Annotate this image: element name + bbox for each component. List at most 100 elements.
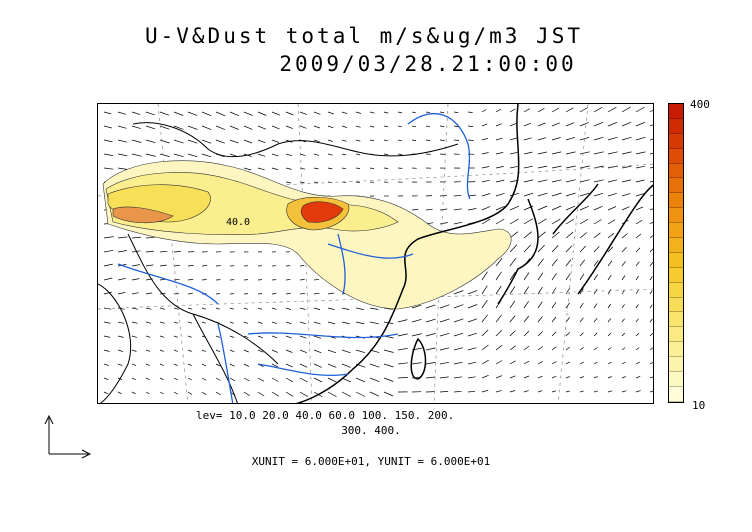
wind-vector <box>397 153 403 155</box>
wind-vector <box>201 391 207 395</box>
wind-vector <box>383 167 389 169</box>
wind-vector <box>495 137 503 141</box>
wind-vector <box>523 286 529 295</box>
wind-vector <box>635 165 646 169</box>
wind-vector <box>635 290 639 295</box>
wind-vector <box>173 335 179 338</box>
wind-vector <box>257 335 263 339</box>
wind-vector <box>481 206 491 211</box>
wind-vector <box>593 192 604 197</box>
wind-vector <box>523 375 530 379</box>
wind-vector <box>593 136 604 141</box>
wind-vector <box>565 361 571 365</box>
colorbar-step <box>669 148 683 164</box>
wind-vector <box>593 106 603 113</box>
wind-vector <box>201 139 212 144</box>
wind-vector <box>649 304 653 309</box>
wind-vector <box>467 208 477 211</box>
wind-vector <box>159 335 165 338</box>
wind-vector <box>299 111 308 115</box>
wind-vector <box>467 290 478 295</box>
wind-vector <box>257 391 265 397</box>
wind-vector <box>397 333 408 337</box>
wind-vector <box>593 151 604 155</box>
wind-vector <box>187 391 193 395</box>
wind-vector <box>103 153 114 156</box>
wind-vector <box>327 139 334 142</box>
wind-vector <box>229 321 235 324</box>
wind-vector <box>369 125 375 128</box>
wind-vector <box>579 151 590 155</box>
wind-vector <box>425 139 431 141</box>
wind-vector <box>187 139 198 144</box>
colorbar-step <box>669 297 683 313</box>
wind-vector <box>369 307 379 310</box>
wind-vector <box>537 244 545 253</box>
wind-vector <box>495 192 505 197</box>
wind-vector <box>341 167 347 170</box>
wind-vector <box>509 192 520 197</box>
wind-vector <box>173 292 180 295</box>
wind-vector <box>579 205 589 211</box>
wind-vector <box>579 376 584 379</box>
wind-vector <box>607 106 617 113</box>
wind-vector <box>131 153 142 157</box>
wind-vector <box>607 121 618 127</box>
wind-vector <box>565 165 576 169</box>
wind-vector <box>313 321 321 325</box>
wind-vector <box>145 335 151 338</box>
wind-vector <box>131 125 141 129</box>
wind-vector <box>635 275 639 281</box>
wind-vector <box>187 153 198 158</box>
wind-vector <box>215 307 220 310</box>
wind-vector <box>635 121 646 127</box>
wind-vector <box>593 232 601 239</box>
wind-vector <box>495 166 504 169</box>
wind-vector <box>523 301 529 309</box>
wind-vector <box>607 192 617 197</box>
wind-vector <box>481 285 488 295</box>
wind-vector <box>607 151 618 155</box>
wind-vector <box>229 139 239 144</box>
wind-vector <box>243 307 249 310</box>
wind-vector <box>439 361 450 365</box>
wind-vector <box>173 278 180 281</box>
wind-vector <box>187 293 193 295</box>
wind-vector <box>257 167 265 171</box>
wind-vector <box>551 375 557 379</box>
wind-vector <box>565 376 571 379</box>
wind-vector <box>327 307 335 310</box>
wind-vector <box>579 259 585 267</box>
colorbar-step <box>669 327 683 343</box>
wind-vector <box>257 125 267 130</box>
wind-vector <box>425 376 436 379</box>
wind-vector <box>579 332 584 337</box>
wind-vector <box>509 165 519 169</box>
colorbar-step <box>669 163 683 179</box>
wind-vector <box>551 331 557 337</box>
wind-vector <box>243 363 250 367</box>
wind-vector <box>117 277 126 281</box>
wind-vector <box>565 218 575 225</box>
wind-vector <box>243 349 249 353</box>
wind-vector <box>145 349 151 352</box>
wind-vector <box>453 376 463 379</box>
contour-label: 40.0 <box>226 217 250 228</box>
wind-vector <box>285 335 292 339</box>
wind-vector <box>509 345 516 351</box>
wind-vector <box>145 292 153 295</box>
wind-vector <box>621 275 626 281</box>
wind-vector <box>243 125 253 130</box>
wind-vector <box>509 244 518 253</box>
wind-vector <box>257 153 266 157</box>
wind-vector <box>593 274 598 281</box>
wind-vector <box>621 376 627 379</box>
wind-vector <box>621 289 625 295</box>
wind-vector <box>313 349 322 354</box>
wind-vector <box>565 302 570 309</box>
wind-vector <box>551 390 557 393</box>
wind-vector <box>355 307 364 310</box>
wind-vector <box>509 300 516 309</box>
wind-vector <box>131 335 138 338</box>
wind-vector <box>439 304 450 309</box>
